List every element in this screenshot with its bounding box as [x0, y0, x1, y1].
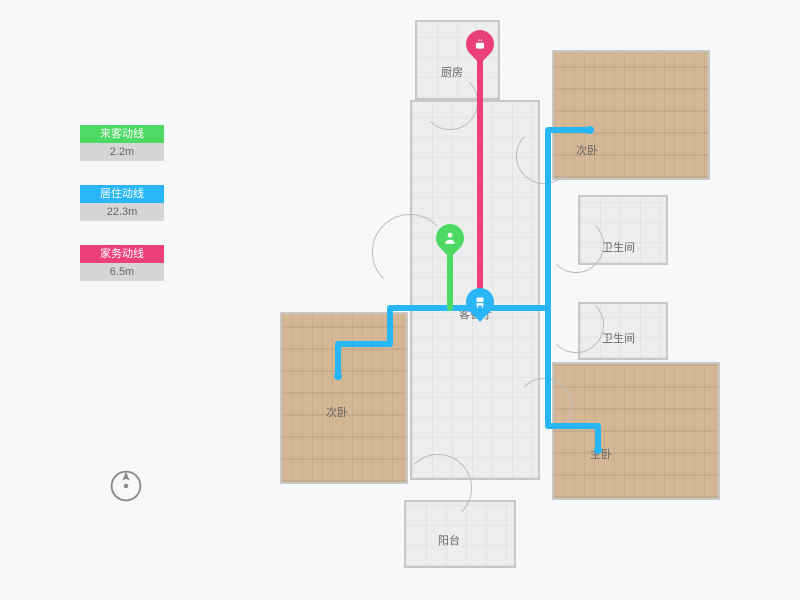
compass-icon — [108, 468, 144, 504]
legend-living-label: 居住动线 — [80, 185, 164, 203]
room-label-balcony: 阳台 — [438, 532, 460, 548]
legend-guest-label: 来客动线 — [80, 125, 164, 143]
legend-living-value: 22.3m — [80, 203, 164, 221]
legend-chore-label: 家务动线 — [80, 245, 164, 263]
room-label-bed2_left: 次卧 — [326, 404, 348, 420]
legend-chore: 家务动线 6.5m — [80, 245, 164, 281]
room-label-bath1: 卫生间 — [602, 239, 635, 255]
legend-living: 居住动线 22.3m — [80, 185, 164, 221]
legend-chore-value: 6.5m — [80, 263, 164, 281]
legend-guest: 来客动线 2.2m — [80, 125, 164, 161]
room-label-bed2_top: 次卧 — [576, 142, 598, 158]
legend: 来客动线 2.2m 居住动线 22.3m 家务动线 6.5m — [80, 125, 164, 305]
room-label-bath2: 卫生间 — [602, 330, 635, 346]
room-label-bed_master: 主卧 — [590, 446, 612, 462]
legend-guest-value: 2.2m — [80, 143, 164, 161]
room-bed_master: 主卧 — [552, 362, 720, 500]
room-label-kitchen: 厨房 — [441, 64, 463, 80]
room-balcony: 阳台 — [404, 500, 516, 568]
room-bed2_left: 次卧 — [280, 312, 408, 484]
room-bed2_top: 次卧 — [552, 50, 710, 180]
floorplan: 厨房次卧卫生间客餐厅卫生间次卧主卧阳台 — [280, 20, 720, 580]
